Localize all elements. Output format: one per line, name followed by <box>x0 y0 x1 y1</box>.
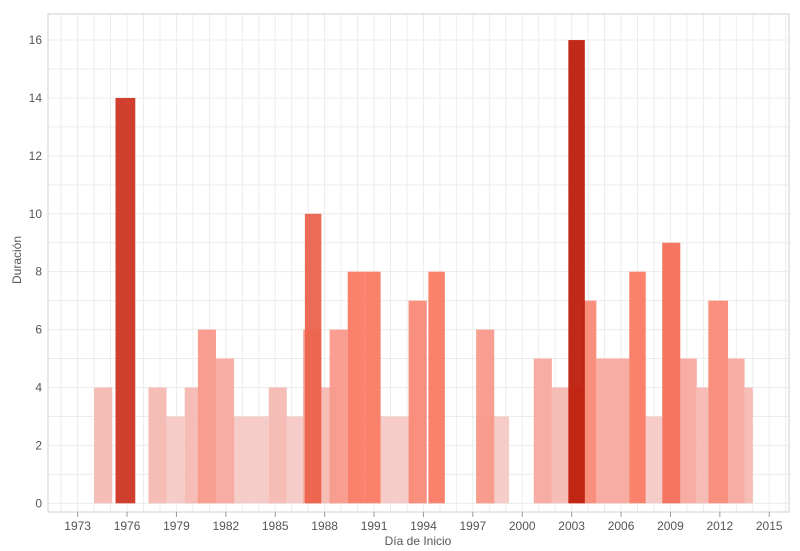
x-tick-label: 1985 <box>262 519 289 533</box>
y-tick-label: 14 <box>29 91 43 105</box>
x-tick-label: 2006 <box>608 519 635 533</box>
y-tick-label: 8 <box>35 265 42 279</box>
bar <box>645 416 663 504</box>
x-tick-label: 1997 <box>459 519 486 533</box>
bar <box>708 300 729 504</box>
bar <box>533 358 552 504</box>
bars <box>94 40 753 504</box>
y-axis-title: Duración <box>10 236 24 284</box>
bar <box>596 358 630 504</box>
bar <box>629 271 646 504</box>
y-tick-label: 4 <box>35 381 42 395</box>
bar <box>268 387 287 504</box>
bar <box>115 97 136 504</box>
y-axis: 0 2 4 6 8 10 12 14 16 <box>29 33 43 510</box>
bar <box>166 416 185 504</box>
y-tick-label: 10 <box>29 207 43 221</box>
bar <box>286 416 304 504</box>
bar <box>408 300 427 504</box>
x-tick-label: 1976 <box>114 519 141 533</box>
bar <box>680 358 697 504</box>
bar <box>347 271 365 504</box>
x-tick-label: 2000 <box>509 519 536 533</box>
y-tick-label: 2 <box>35 438 42 452</box>
y-tick-label: 0 <box>35 496 42 510</box>
x-tick-label: 2009 <box>657 519 684 533</box>
bar <box>364 271 381 504</box>
x-tick-label: 1979 <box>163 519 190 533</box>
bar <box>728 358 745 504</box>
x-axis: 1973 1976 1979 1982 1985 1988 1991 1994 1997 2000… <box>64 512 783 533</box>
bar <box>148 387 167 504</box>
bar <box>232 416 269 504</box>
y-tick-label: 12 <box>29 149 43 163</box>
x-tick-label: 2012 <box>706 519 733 533</box>
x-tick-label: 1988 <box>311 519 338 533</box>
bar <box>662 242 681 504</box>
bar <box>329 329 348 504</box>
bar <box>696 387 709 504</box>
bar <box>428 271 445 504</box>
x-axis-title: Día de Inicio <box>385 534 452 548</box>
x-tick-label: 1994 <box>410 519 437 533</box>
x-tick-label: 1982 <box>212 519 239 533</box>
x-tick-label: 1991 <box>361 519 388 533</box>
bar <box>568 40 585 504</box>
bar <box>197 329 216 504</box>
bar <box>215 358 235 504</box>
x-tick-label: 2015 <box>756 519 783 533</box>
bar <box>184 387 202 504</box>
bar <box>583 300 597 504</box>
plot-frame <box>47 13 790 513</box>
bar <box>94 387 113 504</box>
bar <box>476 329 495 504</box>
x-tick-label: 1973 <box>64 519 91 533</box>
y-tick-label: 16 <box>29 33 43 47</box>
y-tick-label: 6 <box>35 323 42 337</box>
bar <box>380 416 414 504</box>
bar <box>744 387 753 504</box>
x-tick-label: 2003 <box>558 519 585 533</box>
bar <box>304 213 322 504</box>
